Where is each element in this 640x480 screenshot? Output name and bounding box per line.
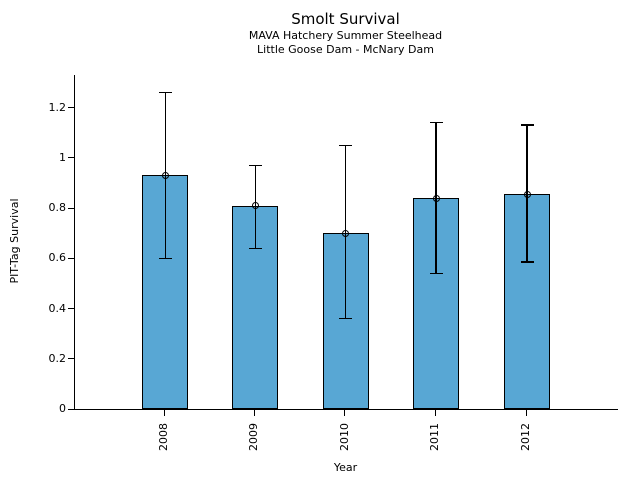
x-tick-2009 — [253, 410, 255, 416]
x-tick-2012 — [525, 410, 527, 416]
y-tick-0 — [68, 408, 74, 410]
x-tick-label-2010: 2010 — [337, 423, 351, 451]
x-tick-2010 — [344, 410, 345, 416]
error-bar-cap-top-2012 — [520, 124, 534, 126]
x-tick-label-2011: 2011 — [428, 423, 441, 451]
chart-title: Smolt Survival — [291, 10, 400, 28]
y-tick-0.6 — [68, 257, 74, 259]
error-bar-cap-bottom-2009 — [248, 247, 262, 250]
y-tick-1 — [68, 157, 74, 159]
y-axis-label: PIT-Tag Survival — [8, 198, 21, 284]
plot-area — [74, 75, 618, 410]
chart-subtitle-line2: Little Goose Dam - McNary Dam — [257, 43, 434, 56]
point-marker-2008 — [161, 171, 169, 179]
y-tick-label-1: 1 — [59, 150, 66, 164]
y-tick-label-0: 0 — [59, 402, 66, 415]
error-bar-cap-bottom-2011 — [429, 272, 443, 275]
point-marker-2012 — [523, 190, 531, 198]
error-bar-cap-bottom-2008 — [158, 257, 172, 260]
y-tick-1.2 — [68, 107, 74, 109]
x-axis-label: Year — [333, 461, 358, 474]
y-tick-label-0.6: 0.6 — [48, 251, 67, 265]
y-tick-0.8 — [68, 207, 74, 209]
x-tick-label-2009: 2009 — [247, 423, 261, 451]
error-bar-cap-top-2010 — [339, 144, 352, 147]
point-marker-2009 — [251, 202, 259, 210]
x-tick-2008 — [163, 410, 165, 416]
bar-2011 — [413, 198, 459, 409]
x-tick-2011 — [434, 410, 436, 416]
error-bar-cap-bottom-2010 — [339, 317, 352, 320]
y-tick-label-0.8: 0.8 — [48, 201, 67, 215]
error-bar-cap-top-2008 — [158, 91, 172, 94]
y-tick-0.4 — [68, 308, 74, 310]
x-tick-label-2008: 2008 — [157, 423, 171, 451]
bar-2012 — [504, 194, 550, 409]
point-marker-2010 — [342, 229, 349, 237]
title-block: Smolt Survival MAVA Hatchery Summer Stee… — [74, 10, 617, 57]
x-tick-label-2012: 2012 — [519, 423, 532, 451]
y-tick-label-1.2: 1.2 — [48, 100, 67, 114]
y-tick-0.2 — [68, 358, 74, 360]
error-bar-cap-top-2011 — [429, 121, 443, 124]
error-bar-cap-top-2009 — [248, 164, 262, 167]
y-tick-label-0.2: 0.2 — [48, 351, 67, 365]
point-marker-2011 — [432, 194, 440, 202]
error-bar-cap-bottom-2012 — [520, 261, 534, 263]
y-tick-label-0.4: 0.4 — [48, 301, 67, 315]
chart-subtitle-line1: MAVA Hatchery Summer Steelhead — [248, 29, 443, 42]
